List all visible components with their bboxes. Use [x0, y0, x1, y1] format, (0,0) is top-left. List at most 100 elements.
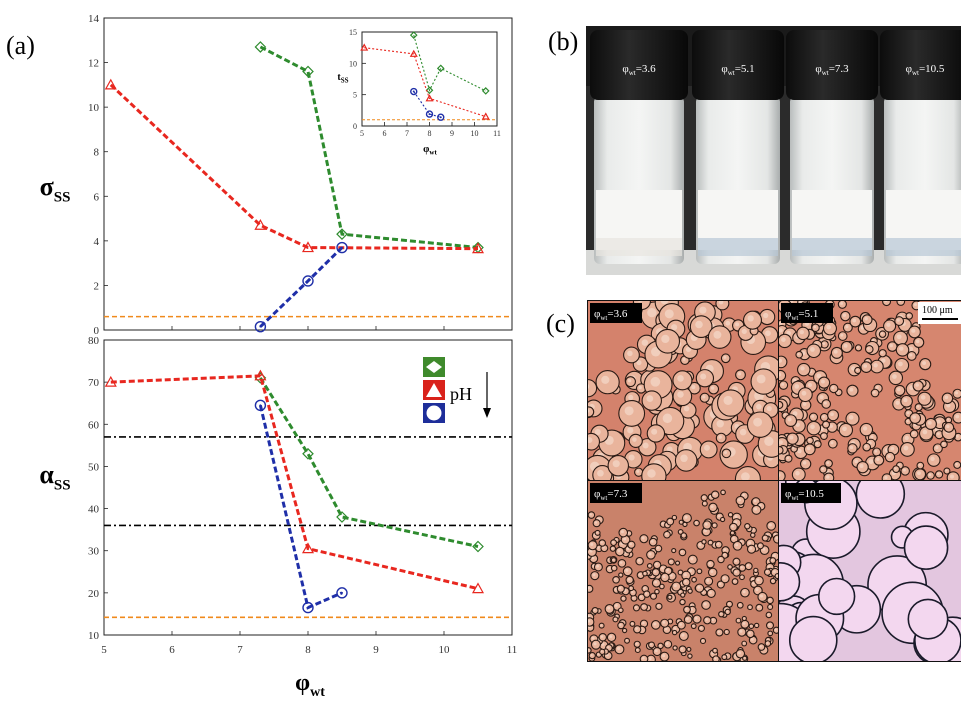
- droplet-highlight: [714, 657, 717, 660]
- droplet-highlight: [887, 454, 891, 458]
- droplet-highlight: [903, 445, 909, 451]
- droplet-highlight: [597, 546, 600, 549]
- droplet-highlight: [648, 564, 651, 567]
- tss-inset-ytick-label: 10: [349, 59, 357, 68]
- droplet-highlight: [612, 460, 620, 468]
- droplet-highlight: [653, 570, 657, 573]
- droplet-highlight: [895, 400, 900, 405]
- sigma-plot-series-diamond: [259, 45, 479, 250]
- ph-legend: pH: [423, 357, 491, 423]
- droplet-highlight: [731, 531, 733, 534]
- droplet-highlight: [842, 313, 847, 317]
- droplet-highlight: [680, 521, 682, 523]
- droplet-highlight: [641, 339, 649, 346]
- droplet-highlight: [713, 523, 715, 526]
- droplet-highlight: [680, 550, 683, 553]
- droplet-highlight: [635, 627, 638, 630]
- droplet-highlight: [738, 651, 741, 655]
- micrograph-label-box-2: [590, 483, 642, 503]
- droplet-highlight: [686, 617, 689, 621]
- alpha-plot-series-diamond: [259, 377, 479, 548]
- droplet-highlight: [896, 334, 902, 340]
- droplet-highlight: [820, 379, 825, 384]
- droplet-highlight: [702, 496, 705, 499]
- droplet-highlight: [748, 541, 752, 545]
- droplet: [779, 400, 784, 410]
- droplet-highlight: [863, 364, 868, 368]
- sigma-plot-ytick-label: 6: [94, 191, 100, 203]
- droplet-highlight: [734, 520, 738, 524]
- alpha-plot-xtick-label: 11: [507, 644, 518, 656]
- droplet-highlight: [710, 570, 714, 574]
- alpha-plot-point-diamond: [302, 447, 314, 460]
- droplet-highlight: [776, 574, 778, 577]
- droplet-highlight: [831, 386, 835, 390]
- droplet-highlight: [619, 623, 622, 626]
- droplet-highlight: [930, 456, 935, 462]
- droplet-highlight: [754, 569, 757, 571]
- droplet-highlight: [691, 385, 696, 390]
- droplet-highlight: [637, 559, 641, 562]
- droplet-highlight: [614, 587, 618, 591]
- droplet-highlight: [771, 558, 774, 561]
- droplet-highlight: [588, 384, 590, 389]
- vial-cap-1: [692, 30, 784, 100]
- droplet-highlight: [737, 619, 739, 621]
- droplet: [882, 301, 892, 307]
- droplet-highlight: [681, 600, 683, 603]
- droplet-highlight: [695, 521, 697, 524]
- droplet-highlight: [639, 595, 643, 598]
- droplet-highlight: [719, 612, 722, 615]
- droplet-highlight: [588, 619, 591, 623]
- droplet-highlight: [955, 414, 960, 419]
- droplet-highlight: [719, 557, 722, 560]
- droplet-highlight: [842, 426, 847, 432]
- droplet-highlight: [669, 560, 672, 563]
- droplet-highlight: [668, 620, 671, 622]
- droplet-highlight: [673, 627, 677, 630]
- droplet-highlight: [797, 352, 800, 356]
- alpha-plot-point-circle-dot: [307, 606, 309, 609]
- panel-label-a: (a): [6, 31, 35, 60]
- droplet-highlight: [718, 435, 722, 439]
- droplet-highlight: [738, 603, 741, 606]
- droplet-highlight: [787, 417, 792, 422]
- droplet: [779, 470, 786, 480]
- droplet-highlight: [668, 596, 671, 598]
- droplet-highlight: [650, 376, 661, 387]
- droplet-highlight: [751, 577, 754, 581]
- alpha-plot-ytick-label: 60: [88, 419, 100, 431]
- droplet-highlight: [601, 375, 610, 384]
- droplet-highlight: [867, 347, 870, 350]
- alpha-plot-ytick-label: 10: [88, 630, 100, 642]
- droplet-highlight: [671, 324, 678, 331]
- tss-inset-point-diamond: [481, 87, 490, 95]
- droplet-highlight: [655, 562, 658, 566]
- droplet-highlight: [626, 547, 630, 550]
- droplet-highlight: [612, 566, 615, 569]
- droplet: [779, 562, 801, 602]
- droplet-highlight: [619, 573, 622, 576]
- droplet-highlight: [880, 358, 886, 363]
- tss-inset-xtick-label: 5: [360, 129, 364, 138]
- droplet-highlight: [699, 626, 702, 629]
- droplet-highlight: [772, 554, 776, 557]
- droplet-highlight: [810, 347, 815, 352]
- droplet-highlight: [636, 469, 640, 473]
- droplet-highlight: [732, 537, 735, 540]
- droplet-highlight: [892, 374, 897, 379]
- droplet-highlight: [922, 429, 928, 435]
- droplet-highlight: [665, 642, 669, 645]
- droplet-highlight: [594, 521, 598, 524]
- droplet-highlight: [890, 446, 895, 451]
- vial-water-1: [698, 238, 778, 256]
- droplet-highlight: [588, 437, 593, 443]
- sigma-plot-ytick-label: 10: [88, 102, 100, 114]
- droplet-highlight: [800, 366, 805, 371]
- tss-inset-xtick-label: 7: [405, 129, 409, 138]
- droplet-highlight: [740, 575, 743, 578]
- micrographs: φwt=3.6 φwt=5.1 φwt=7.3 φwt=10.5 100 μm: [587, 300, 961, 662]
- vial-label-2: φwt=7.3: [815, 63, 849, 77]
- droplet-highlight: [779, 328, 783, 333]
- droplet-highlight: [627, 378, 632, 383]
